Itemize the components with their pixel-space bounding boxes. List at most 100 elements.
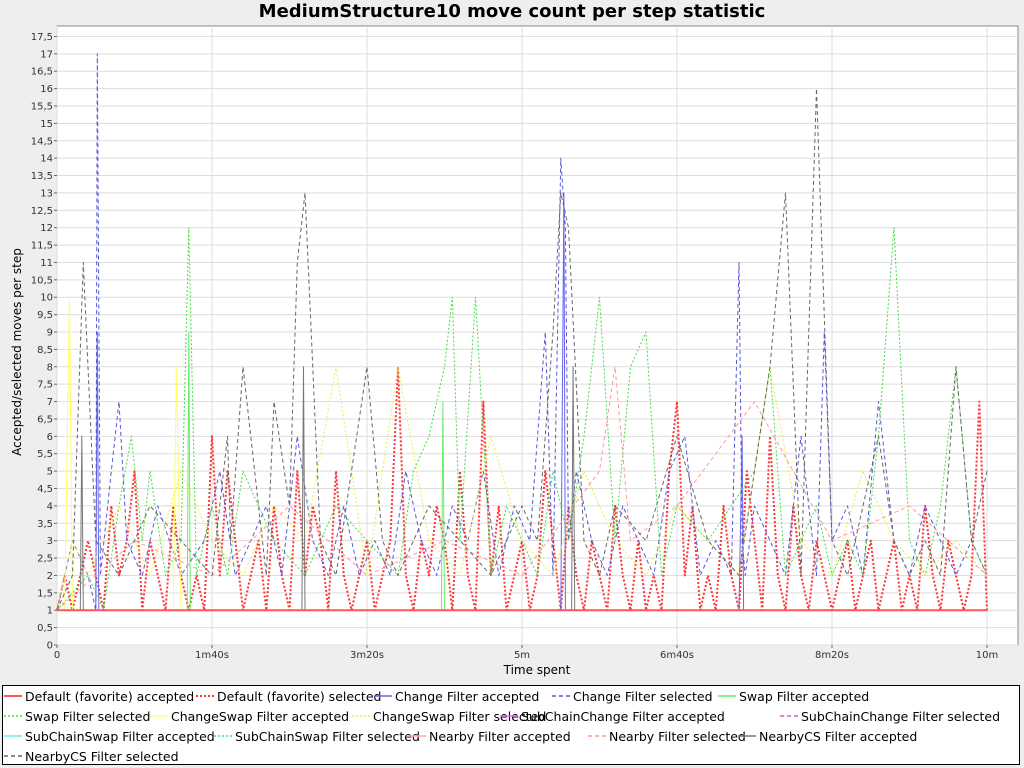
legend-item: Swap Filter selected xyxy=(4,707,150,725)
legend-swatch xyxy=(4,715,22,717)
grid xyxy=(56,26,1018,646)
legend-swatch xyxy=(552,695,570,697)
y-tick-label: 2,5 xyxy=(37,554,53,565)
y-tick-label: 2 xyxy=(47,571,53,582)
legend-item: NearbyCS Filter selected xyxy=(4,747,179,765)
legend-label: Swap Filter selected xyxy=(25,708,151,724)
y-tick-label: 4,5 xyxy=(37,484,53,495)
legend-label: ChangeSwap Filter accepted xyxy=(171,708,350,724)
y-tick-label: 10 xyxy=(40,293,53,304)
legend-item: Nearby Filter accepted xyxy=(408,727,571,745)
legend-label: Change Filter selected xyxy=(573,688,713,704)
series-layer xyxy=(56,53,988,612)
legend-item: Change Filter accepted xyxy=(374,687,539,705)
legend-item: Change Filter selected xyxy=(552,687,713,705)
y-tick-label: 1,5 xyxy=(37,588,53,599)
legend-item: SubChainSwap Filter accepted xyxy=(4,727,215,745)
y-tick-label: 15,5 xyxy=(31,101,53,112)
legend-label: Nearby Filter selected xyxy=(609,728,746,744)
legend-swatch xyxy=(4,695,22,697)
legend-item: SubChainChange Filter accepted xyxy=(500,707,725,725)
legend-label: SubChainChange Filter selected xyxy=(801,708,1001,724)
legend-label: Change Filter accepted xyxy=(395,688,540,704)
y-tick-label: 12,5 xyxy=(31,206,53,217)
legend-label: Default (favorite) accepted xyxy=(25,688,195,704)
legend-label: SubChainSwap Filter accepted xyxy=(25,728,215,744)
y-tick-label: 3,5 xyxy=(37,519,53,530)
legend-swatch xyxy=(196,695,214,697)
y-tick-label: 14 xyxy=(40,154,53,165)
legend-swatch xyxy=(352,715,370,717)
plot-area xyxy=(56,25,1019,646)
legend-swatch xyxy=(780,715,798,717)
y-tick-label: 6 xyxy=(47,432,53,443)
y-tick-label: 0 xyxy=(47,641,53,652)
y-tick-label: 14,5 xyxy=(31,136,53,147)
y-tick-label: 9,5 xyxy=(37,310,53,321)
y-tick-label: 13 xyxy=(40,188,53,199)
chart-title: MediumStructure10 move count per step st… xyxy=(258,1,766,22)
legend-item: Default (favorite) selected xyxy=(196,687,381,705)
y-tick-label: 16 xyxy=(40,84,53,95)
series-line-nearbycs-filter-accepted xyxy=(57,366,987,611)
legend-swatch xyxy=(150,715,168,717)
legend-item: Default (favorite) accepted xyxy=(4,687,194,705)
legend-swatch xyxy=(4,755,22,757)
x-tick-label: 0 xyxy=(54,650,60,661)
y-tick-label: 6,5 xyxy=(37,414,53,425)
axes: 00,511,522,533,544,555,566,577,588,599,5… xyxy=(31,32,999,661)
legend-swatch xyxy=(408,735,426,737)
legend-item: SubChainSwap Filter selected xyxy=(214,727,420,745)
x-tick-label: 5m xyxy=(514,650,530,661)
x-tick-label: 1m40s xyxy=(195,650,229,661)
y-tick-label: 17,5 xyxy=(31,32,53,43)
y-tick-label: 12 xyxy=(40,223,53,234)
y-tick-label: 16,5 xyxy=(31,67,53,78)
x-tick-label: 6m40s xyxy=(660,650,694,661)
legend-label: SubChainChange Filter accepted xyxy=(521,708,725,724)
legend-swatch xyxy=(214,735,232,737)
legend-label: Swap Filter accepted xyxy=(739,688,870,704)
x-tick-label: 10m xyxy=(976,650,998,661)
legend-swatch xyxy=(718,695,736,697)
y-tick-label: 11,5 xyxy=(31,241,53,252)
y-tick-label: 17 xyxy=(40,49,53,60)
x-tick-label: 8m20s xyxy=(815,650,849,661)
y-tick-label: 5,5 xyxy=(37,449,53,460)
legend-item: SubChainChange Filter selected xyxy=(780,707,1000,725)
y-tick-label: 13,5 xyxy=(31,171,53,182)
series-line-nearbycs-filter-selected xyxy=(56,88,988,611)
y-tick-label: 11 xyxy=(40,258,53,269)
y-tick-label: 9 xyxy=(47,328,53,339)
legend-item: ChangeSwap Filter selected xyxy=(352,707,546,725)
legend-swatch xyxy=(500,715,518,717)
series-line-change-filter-selected xyxy=(56,53,988,611)
legend-label: SubChainSwap Filter selected xyxy=(235,728,420,744)
x-axis-label: Time spent xyxy=(503,663,571,677)
y-tick-label: 8,5 xyxy=(37,345,53,356)
legend-item: ChangeSwap Filter accepted xyxy=(150,707,349,725)
chart-canvas: 00,511,522,533,544,555,566,577,588,599,5… xyxy=(10,25,1019,677)
legend-swatch xyxy=(374,695,392,697)
legend-item: NearbyCS Filter accepted xyxy=(738,727,917,745)
legend-label: ChangeSwap Filter selected xyxy=(373,708,547,724)
y-tick-label: 3 xyxy=(47,536,53,547)
y-tick-label: 8 xyxy=(47,362,53,373)
y-tick-label: 0,5 xyxy=(37,623,53,634)
legend-swatch xyxy=(738,735,756,737)
y-tick-label: 15 xyxy=(40,119,53,130)
y-tick-label: 4 xyxy=(47,501,53,512)
legend: Default (favorite) accepted Default (favo… xyxy=(2,685,1020,765)
series-line-nearby-filter-selected xyxy=(56,366,988,611)
y-axis-label: Accepted/selected moves per step xyxy=(10,248,24,456)
legend-swatch xyxy=(4,735,22,737)
y-tick-label: 10,5 xyxy=(31,275,53,286)
legend-swatch xyxy=(588,735,606,737)
y-tick-label: 5 xyxy=(47,467,53,478)
y-tick-label: 1 xyxy=(47,606,53,617)
legend-label: NearbyCS Filter selected xyxy=(25,748,179,764)
x-tick-label: 3m20s xyxy=(350,650,384,661)
legend-label: Nearby Filter accepted xyxy=(429,728,571,744)
y-tick-label: 7 xyxy=(47,397,53,408)
y-tick-label: 7,5 xyxy=(37,380,53,391)
